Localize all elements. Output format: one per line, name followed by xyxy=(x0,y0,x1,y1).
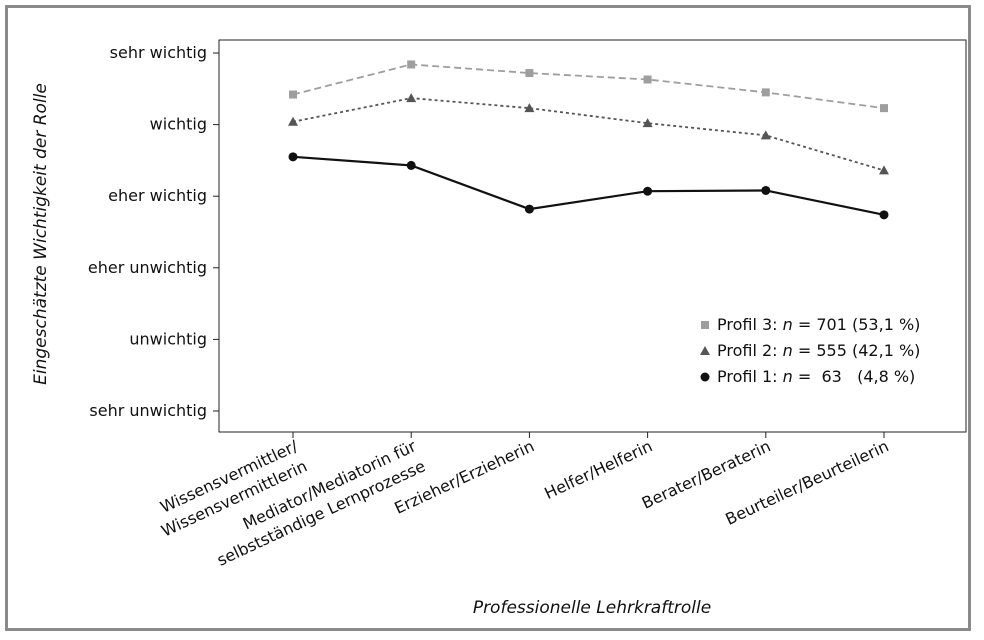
series-line xyxy=(292,155,885,216)
legend-label: Profil 1: n = 63 (4,8 %) xyxy=(717,367,915,386)
legend-marker xyxy=(700,346,710,355)
x-tick-label-line: Helfer/Helferin xyxy=(541,436,655,503)
series-line xyxy=(292,63,885,110)
y-tick-label: wichtig xyxy=(150,115,207,134)
legend-entry: Profil 1: n = 63 (4,8 %) xyxy=(700,367,915,386)
series-layer xyxy=(288,60,889,220)
data-point xyxy=(760,130,771,140)
y-axis-title: Eingeschätzte Wichtigkeit der Rolle xyxy=(31,83,51,385)
legend-marker xyxy=(700,372,710,382)
data-point xyxy=(879,165,889,175)
data-point xyxy=(761,88,770,97)
data-point xyxy=(288,116,298,126)
y-tick-label: sehr wichtig xyxy=(110,43,207,62)
series-triangle xyxy=(288,93,889,175)
data-point xyxy=(879,210,889,220)
chart-frame: sehr unwichtig unwichtig eher unwichtig ehe… xyxy=(5,5,971,631)
line-chart: sehr unwichtig unwichtig eher unwichtig ehe… xyxy=(31,39,967,618)
data-point xyxy=(524,103,535,113)
y-axis: sehr unwichtig unwichtig eher unwichtig ehe… xyxy=(88,43,219,420)
y-tick-label: eher wichtig xyxy=(108,186,207,205)
y-tick-label: sehr unwichtig xyxy=(89,401,207,420)
x-axis-title: Professionelle Lehrkraftrolle xyxy=(473,598,711,618)
legend-marker xyxy=(701,321,709,329)
data-point xyxy=(643,186,653,196)
series-circle xyxy=(288,152,889,220)
legend-label: Profil 2: n = 555 (42,1 %) xyxy=(717,341,920,360)
x-tick-label: Helfer/Helferin xyxy=(541,436,655,503)
legend: Profil 3: n = 701 (53,1 %) Profil 2: n = … xyxy=(700,315,920,386)
y-tick-label: eher unwichtig xyxy=(88,258,207,277)
legend-entry: Profil 2: n = 555 (42,1 %) xyxy=(700,341,920,360)
x-axis: Wissensvermittler/WissensvermittlerinMed… xyxy=(157,432,892,570)
plot-area xyxy=(218,39,967,433)
data-point xyxy=(288,152,298,162)
data-point xyxy=(643,75,652,84)
data-point xyxy=(406,160,416,170)
legend-label: Profil 3: n = 701 (53,1 %) xyxy=(717,315,920,334)
data-point xyxy=(880,104,888,113)
legend-entry: Profil 3: n = 701 (53,1 %) xyxy=(701,315,920,334)
series-square xyxy=(289,60,888,113)
data-point xyxy=(524,204,534,214)
data-point xyxy=(289,90,297,99)
y-tick-label: unwichtig xyxy=(129,329,207,348)
data-point xyxy=(525,69,534,78)
data-point xyxy=(761,185,771,195)
data-point xyxy=(642,118,653,128)
data-point xyxy=(407,60,416,69)
data-point xyxy=(406,93,417,103)
